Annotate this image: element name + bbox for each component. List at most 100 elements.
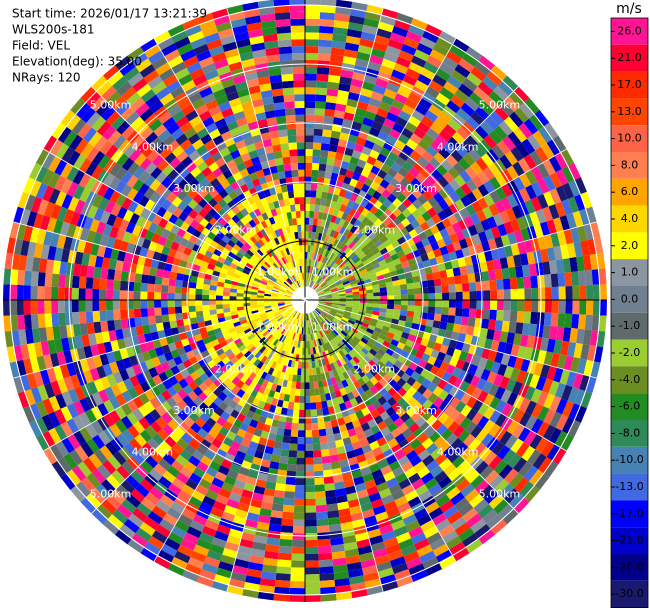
range-gate: [511, 381, 523, 395]
range-gate: [325, 294, 333, 297]
range-gate: [109, 423, 122, 438]
range-gate: [330, 461, 341, 470]
range-gate: [520, 227, 531, 242]
range-gate: [335, 487, 347, 497]
range-gate: [128, 355, 139, 367]
range-gate: [386, 506, 400, 518]
range-gate: [332, 246, 339, 254]
range-gate: [210, 253, 220, 261]
range-gate: [280, 407, 288, 416]
range-gate: [121, 390, 133, 403]
range-gate: [378, 333, 387, 341]
range-gate: [335, 351, 343, 360]
range-gate: [318, 314, 325, 321]
range-gate: [404, 223, 415, 233]
range-gate: [41, 414, 55, 431]
range-gate: [388, 483, 402, 495]
range-gate: [323, 257, 330, 265]
range-gate: [412, 198, 423, 210]
range-gate: [423, 61, 439, 75]
range-gate: [173, 426, 186, 438]
range-gate: [309, 210, 315, 219]
range-gate: [354, 395, 364, 404]
range-gate: [335, 224, 343, 233]
range-gate: [449, 232, 459, 244]
range-gate: [258, 326, 267, 333]
range-gate: [463, 433, 476, 447]
range-gate: [371, 356, 380, 365]
range-gate: [466, 396, 478, 409]
range-gate: [319, 18, 335, 27]
range-gate: [351, 307, 360, 312]
range-gate: [343, 326, 352, 333]
range-gate: [397, 273, 406, 281]
range-gate: [127, 425, 140, 439]
range-gate: [461, 361, 472, 373]
range-gate: [139, 342, 149, 354]
range-gate: [450, 94, 465, 108]
range-gate: [397, 133, 410, 145]
range-gate: [530, 348, 540, 363]
range-gate: [528, 263, 538, 277]
range-gate: [121, 157, 135, 171]
range-gate: [137, 334, 146, 345]
range-gate: [244, 377, 253, 387]
range-gate: [377, 194, 388, 204]
range-gate: [356, 51, 371, 62]
range-gate: [13, 206, 25, 224]
range-gate: [346, 406, 356, 416]
range-gate: [390, 443, 403, 455]
range-gate: [379, 442, 391, 453]
range-gate: [228, 399, 238, 410]
range-gate: [296, 326, 300, 334]
range-gate: [549, 172, 563, 189]
range-gate: [310, 402, 317, 410]
range-gate: [383, 432, 395, 443]
range-gate: [454, 412, 467, 426]
range-gate: [174, 286, 183, 294]
range-gate: [214, 221, 224, 231]
range-gate: [549, 325, 558, 340]
range-gate: [543, 191, 555, 207]
range-gate: [427, 392, 439, 404]
range-gate: [460, 102, 475, 117]
range-gate: [396, 212, 407, 223]
range-gate: [385, 406, 396, 417]
range-gate: [305, 169, 312, 177]
range-gate: [282, 156, 291, 165]
range-gate: [440, 314, 449, 323]
range-gate: [265, 310, 273, 315]
range-gate: [424, 477, 439, 490]
range-gate: [330, 272, 338, 279]
range-gate: [297, 443, 305, 451]
range-gate: [314, 275, 319, 283]
range-gate: [326, 316, 333, 322]
range-gate: [152, 339, 162, 349]
range-gate: [227, 446, 238, 457]
range-gate: [356, 538, 371, 549]
range-gate: [30, 300, 38, 315]
range-gate: [482, 509, 498, 525]
range-gate: [447, 420, 460, 434]
range-gate: [145, 377, 157, 390]
range-gate: [449, 191, 461, 203]
range-gate: [314, 325, 319, 333]
range-gate: [297, 430, 305, 438]
range-gate: [369, 272, 377, 279]
range-gate: [121, 261, 131, 273]
range-gate: [395, 182, 407, 193]
range-gate: [568, 403, 581, 421]
range-gate: [236, 219, 245, 229]
range-gate: [196, 316, 205, 323]
range-gate: [432, 320, 441, 329]
range-gate: [326, 251, 333, 259]
range-gate: [277, 39, 292, 48]
range-gate: [496, 279, 504, 290]
range-gate: [452, 267, 461, 277]
range-gate: [332, 346, 339, 354]
range-gate: [335, 0, 353, 9]
range-gate: [335, 267, 343, 275]
range-gate: [135, 264, 144, 275]
range-gate: [305, 560, 320, 568]
range-gate: [456, 460, 471, 474]
